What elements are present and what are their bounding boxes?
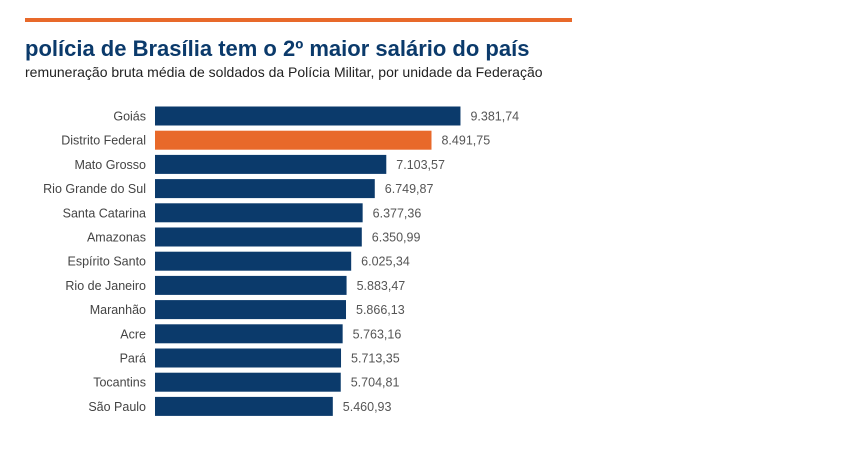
bar-mato-grosso <box>155 154 387 174</box>
category-label-santa-catarina: Santa Catarina <box>63 206 146 220</box>
value-label-sao-paulo: 5.460,93 <box>343 400 392 414</box>
category-label-amazonas: Amazonas <box>87 231 146 245</box>
top-accent-rule <box>25 18 572 22</box>
bar-santa-catarina <box>155 203 363 223</box>
bar-rio-de-janeiro <box>155 275 347 295</box>
bar-para <box>155 348 342 368</box>
bar-rio-grande-do-sul <box>155 179 375 199</box>
bar-tocantins <box>155 372 341 392</box>
chart-subtitle: remuneração bruta média de soldados da P… <box>25 64 543 80</box>
category-label-mato-grosso: Mato Grosso <box>74 158 146 172</box>
category-label-distrito-federal: Distrito Federal <box>61 134 146 148</box>
value-label-rio-grande-do-sul: 6.749,87 <box>385 182 434 196</box>
category-label-sao-paulo: São Paulo <box>88 400 146 414</box>
value-label-para: 5.713,35 <box>351 352 400 366</box>
bar-sao-paulo <box>155 396 333 416</box>
category-label-rio-grande-do-sul: Rio Grande do Sul <box>43 182 146 196</box>
value-label-amazonas: 6.350,99 <box>372 231 421 245</box>
bar-amazonas <box>155 227 362 247</box>
value-label-tocantins: 5.704,81 <box>351 376 400 390</box>
value-label-goias: 9.381,74 <box>470 110 519 124</box>
value-label-distrito-federal: 8.491,75 <box>441 134 490 148</box>
category-label-maranhao: Maranhão <box>90 303 146 317</box>
category-label-tocantins: Tocantins <box>93 376 146 390</box>
value-label-santa-catarina: 6.377,36 <box>373 206 422 220</box>
category-label-goias: Goiás <box>113 110 146 124</box>
category-label-rio-de-janeiro: Rio de Janeiro <box>65 279 146 293</box>
value-label-espirito-santo: 6.025,34 <box>361 255 410 269</box>
chart-title: polícia de Brasília tem o 2º maior salár… <box>25 36 530 61</box>
bar-espirito-santo <box>155 251 352 271</box>
value-label-mato-grosso: 7.103,57 <box>396 158 445 172</box>
value-label-acre: 5.763,16 <box>353 327 402 341</box>
bar-distrito-federal <box>155 130 432 150</box>
bar-goias <box>155 106 461 126</box>
value-label-rio-de-janeiro: 5.883,47 <box>357 279 406 293</box>
category-label-espirito-santo: Espírito Santo <box>67 255 146 269</box>
bar-maranhao <box>155 300 347 320</box>
category-label-para: Pará <box>120 352 146 366</box>
value-label-maranhao: 5.866,13 <box>356 303 405 317</box>
category-label-acre: Acre <box>120 327 146 341</box>
bar-acre <box>155 324 343 344</box>
